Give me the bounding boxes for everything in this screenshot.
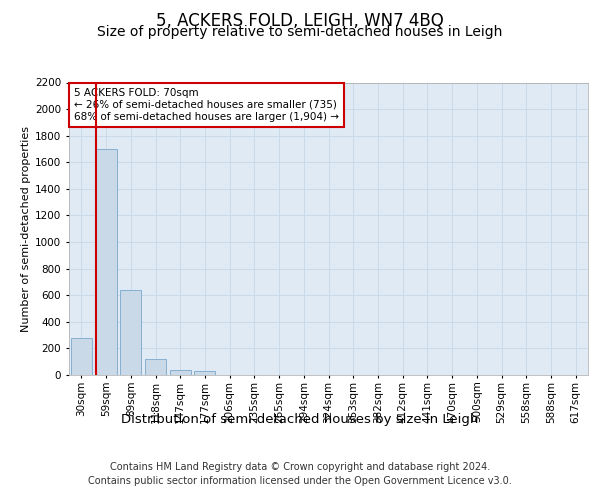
Bar xyxy=(145,359,166,375)
Bar xyxy=(120,290,141,375)
Bar xyxy=(194,372,215,375)
Text: Size of property relative to semi-detached houses in Leigh: Size of property relative to semi-detach… xyxy=(97,25,503,39)
Y-axis label: Number of semi-detached properties: Number of semi-detached properties xyxy=(21,126,31,332)
Text: Contains HM Land Registry data © Crown copyright and database right 2024.: Contains HM Land Registry data © Crown c… xyxy=(110,462,490,472)
Text: 5 ACKERS FOLD: 70sqm
← 26% of semi-detached houses are smaller (735)
68% of semi: 5 ACKERS FOLD: 70sqm ← 26% of semi-detac… xyxy=(74,88,339,122)
Bar xyxy=(170,370,191,375)
Text: Contains public sector information licensed under the Open Government Licence v3: Contains public sector information licen… xyxy=(88,476,512,486)
Bar xyxy=(95,149,116,375)
Bar xyxy=(71,338,92,375)
Text: Distribution of semi-detached houses by size in Leigh: Distribution of semi-detached houses by … xyxy=(121,412,479,426)
Text: 5, ACKERS FOLD, LEIGH, WN7 4BQ: 5, ACKERS FOLD, LEIGH, WN7 4BQ xyxy=(156,12,444,30)
